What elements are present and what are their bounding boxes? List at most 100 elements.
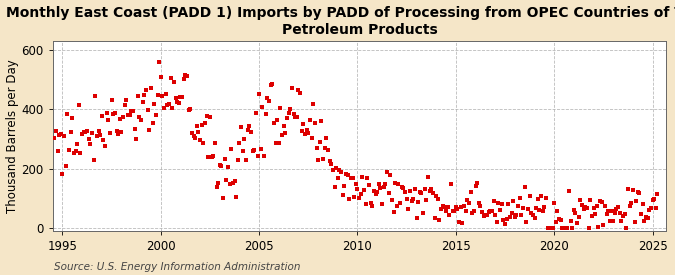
Point — [510, 215, 520, 219]
Point — [383, 191, 394, 195]
Point — [201, 114, 212, 119]
Point — [296, 129, 307, 134]
Point — [626, 200, 637, 205]
Point — [354, 196, 364, 200]
Point — [527, 212, 538, 217]
Point — [341, 171, 352, 176]
Point — [331, 166, 342, 170]
Point — [226, 147, 237, 152]
Point — [342, 172, 353, 177]
Point — [257, 105, 268, 110]
Point — [355, 191, 366, 196]
Point — [109, 110, 120, 115]
Point — [278, 123, 289, 128]
Point — [134, 115, 145, 119]
Point — [522, 207, 533, 211]
Point — [75, 151, 86, 155]
Point — [323, 148, 333, 152]
Point — [360, 202, 371, 207]
Point — [547, 226, 558, 230]
Point — [454, 220, 464, 225]
Point — [236, 125, 246, 129]
Point — [610, 210, 620, 215]
Point — [419, 187, 430, 191]
Point — [531, 206, 541, 210]
Point — [583, 226, 594, 230]
Point — [400, 189, 410, 194]
Point — [634, 191, 645, 196]
Point — [588, 205, 599, 210]
Point — [327, 168, 338, 173]
Point — [652, 192, 663, 197]
Point — [393, 182, 404, 186]
Point — [450, 205, 461, 209]
Point — [447, 209, 458, 213]
Point — [464, 201, 475, 205]
Point — [639, 219, 650, 223]
Point — [560, 226, 571, 230]
Point — [308, 102, 319, 107]
Point — [488, 199, 499, 203]
Point — [163, 102, 174, 107]
Point — [83, 137, 94, 142]
Point — [78, 130, 89, 134]
Point — [373, 182, 384, 186]
Point — [183, 108, 194, 112]
Point — [362, 175, 373, 180]
Point — [221, 178, 232, 182]
Point — [562, 226, 572, 230]
Point — [614, 211, 625, 215]
Point — [286, 86, 297, 90]
Point — [378, 185, 389, 189]
Point — [169, 80, 180, 84]
Point — [542, 226, 553, 230]
Point — [439, 205, 450, 209]
Point — [544, 226, 555, 230]
Point — [250, 111, 261, 115]
Point — [565, 219, 576, 224]
Point — [518, 205, 529, 210]
Point — [599, 204, 610, 208]
Point — [72, 142, 82, 147]
Point — [123, 113, 134, 117]
Point — [446, 182, 456, 186]
Point — [533, 197, 543, 201]
Point — [319, 146, 330, 150]
Point — [524, 194, 535, 198]
Point — [170, 96, 181, 100]
Point — [326, 161, 337, 166]
Point — [65, 130, 76, 135]
Point — [645, 205, 656, 210]
Point — [306, 136, 317, 140]
Point — [242, 127, 253, 132]
Point — [244, 124, 254, 128]
Point — [449, 208, 460, 213]
Point — [217, 196, 228, 200]
Point — [159, 106, 169, 111]
Point — [564, 189, 574, 193]
Point — [205, 115, 215, 119]
Point — [298, 122, 308, 127]
Point — [324, 159, 335, 163]
Point — [303, 131, 314, 136]
Point — [490, 213, 501, 217]
Point — [231, 195, 242, 199]
Point — [493, 201, 504, 205]
Point — [238, 149, 248, 153]
Point — [457, 221, 468, 226]
Point — [69, 151, 80, 155]
Point — [537, 209, 548, 213]
Point — [369, 189, 379, 193]
Point — [496, 202, 507, 206]
Point — [380, 182, 391, 186]
Point — [234, 141, 245, 145]
Point — [387, 198, 398, 202]
Point — [410, 187, 421, 191]
Point — [452, 206, 463, 211]
Point — [630, 199, 641, 204]
Point — [477, 210, 487, 215]
Point — [147, 120, 158, 125]
Point — [573, 215, 584, 219]
Point — [370, 192, 381, 197]
Point — [595, 199, 605, 203]
